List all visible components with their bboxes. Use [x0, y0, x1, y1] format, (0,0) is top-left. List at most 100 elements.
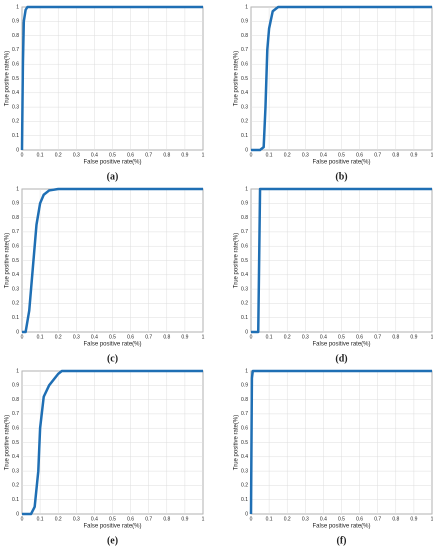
x-tick-label: 0: [250, 152, 253, 158]
x-tick-label: 0.5: [338, 152, 345, 158]
y-tick-label: 0: [16, 329, 19, 335]
x-tick-label: 0: [250, 334, 253, 340]
x-axis-label: False positive rate(%): [312, 524, 370, 530]
x-tick-label: 0.3: [73, 334, 80, 340]
x-tick-label: 0.6: [127, 516, 134, 522]
y-tick-label: 0.4: [12, 272, 19, 278]
x-tick-label: 0.3: [73, 152, 80, 158]
x-tick-label: 0.9: [181, 152, 188, 158]
x-tick-label: 0.9: [181, 516, 188, 522]
y-tick-label: 0.7: [241, 411, 248, 417]
roc-curve: [251, 5, 432, 152]
x-axis-label: False positive rate(%): [83, 342, 141, 348]
x-tick-label: 0.1: [266, 334, 273, 340]
y-tick-label: 0.8: [12, 33, 19, 39]
y-tick-label: 0.3: [12, 104, 19, 110]
y-tick-label: 0.1: [241, 315, 248, 321]
x-tick-label: 0.3: [73, 516, 80, 522]
x-tick-label: 0.1: [37, 152, 44, 158]
x-tick-label: 0: [21, 334, 24, 340]
x-tick-label: 0.4: [320, 516, 327, 522]
caption: (c): [107, 353, 118, 364]
x-tick-label: 0.2: [284, 334, 291, 340]
x-axis-label: False positive rate(%): [83, 160, 141, 166]
y-tick-label: 0.2: [12, 301, 19, 307]
x-tick-label: 0.9: [410, 516, 417, 522]
x-tick-label: 0.9: [410, 334, 417, 340]
y-tick-label: 0.9: [241, 19, 248, 25]
roc-curve: [249, 369, 432, 515]
y-tick-label: 0.7: [12, 47, 19, 53]
y-axis-label: True positive rate(%): [5, 51, 11, 106]
y-tick-label: 1: [16, 368, 19, 374]
y-tick-label: 0.2: [241, 301, 248, 307]
y-tick-label: 0.3: [241, 468, 248, 474]
y-tick-label: 0.2: [241, 119, 248, 125]
y-axis-label: True positive rate(%): [234, 51, 240, 106]
x-tick-label: 0.8: [163, 152, 170, 158]
y-tick-label: 0: [245, 147, 248, 153]
x-tick-label: 0.8: [163, 334, 170, 340]
y-tick-label: 0.5: [241, 76, 248, 82]
x-tick-label: 0.2: [284, 516, 291, 522]
y-tick-label: 0.3: [241, 104, 248, 110]
y-axis-label: True positive rate(%): [234, 415, 240, 470]
x-tick-label: 0.3: [302, 334, 309, 340]
y-tick-label: 0.6: [241, 62, 248, 68]
x-tick-label: 0: [250, 516, 253, 522]
x-tick-label: 0.1: [266, 516, 273, 522]
y-tick-label: 0.7: [241, 229, 248, 235]
y-tick-label: 0.5: [12, 258, 19, 264]
y-tick-label: 0: [16, 511, 19, 517]
x-tick-label: 1: [431, 516, 433, 522]
x-tick-label: 0.1: [37, 516, 44, 522]
y-tick-label: 0.2: [12, 119, 19, 125]
x-tick-label: 0.7: [374, 334, 381, 340]
x-axis-label: False positive rate(%): [83, 524, 141, 530]
y-tick-label: 0.3: [12, 468, 19, 474]
y-tick-label: 0.1: [12, 133, 19, 139]
x-tick-label: 0.7: [374, 516, 381, 522]
x-tick-label: 0.8: [392, 334, 399, 340]
y-tick-label: 0: [16, 147, 19, 153]
caption: (d): [335, 353, 347, 364]
y-axis-label: True positive rate(%): [5, 415, 11, 470]
y-tick-label: 0.8: [12, 397, 19, 403]
caption: (f): [337, 535, 347, 546]
y-tick-label: 0.4: [241, 272, 248, 278]
y-tick-label: 0.6: [12, 426, 19, 432]
x-tick-label: 0.5: [338, 516, 345, 522]
x-tick-label: 1: [202, 516, 205, 522]
x-tick-label: 0.6: [127, 152, 134, 158]
x-tick-label: 0.2: [55, 334, 62, 340]
x-tick-label: 0.7: [145, 334, 152, 340]
roc-curve: [22, 369, 203, 516]
y-tick-label: 0.1: [241, 133, 248, 139]
y-tick-label: 0.9: [12, 201, 19, 207]
x-tick-label: 0.6: [127, 334, 134, 340]
x-tick-label: 0.3: [302, 516, 309, 522]
x-tick-label: 0.4: [320, 152, 327, 158]
y-tick-label: 0: [245, 511, 248, 517]
y-tick-label: 0.2: [12, 483, 19, 489]
x-tick-label: 0: [21, 152, 24, 158]
caption: (b): [335, 171, 347, 182]
y-tick-label: 0.8: [241, 397, 248, 403]
y-tick-label: 0.6: [241, 426, 248, 432]
x-tick-label: 0.9: [181, 334, 188, 340]
y-tick-label: 0.7: [241, 47, 248, 53]
y-tick-label: 1: [245, 4, 248, 10]
y-tick-label: 0.8: [241, 33, 248, 39]
y-tick-label: 0.4: [241, 454, 248, 460]
x-tick-label: 1: [202, 152, 205, 158]
y-tick-label: 1: [245, 368, 248, 374]
y-tick-label: 1: [16, 4, 19, 10]
roc-curve: [20, 5, 203, 151]
x-tick-label: 0.2: [55, 152, 62, 158]
x-tick-label: 0.3: [302, 152, 309, 158]
y-tick-label: 0.9: [241, 201, 248, 207]
x-tick-label: 0.8: [392, 516, 399, 522]
y-tick-label: 0.4: [12, 454, 19, 460]
